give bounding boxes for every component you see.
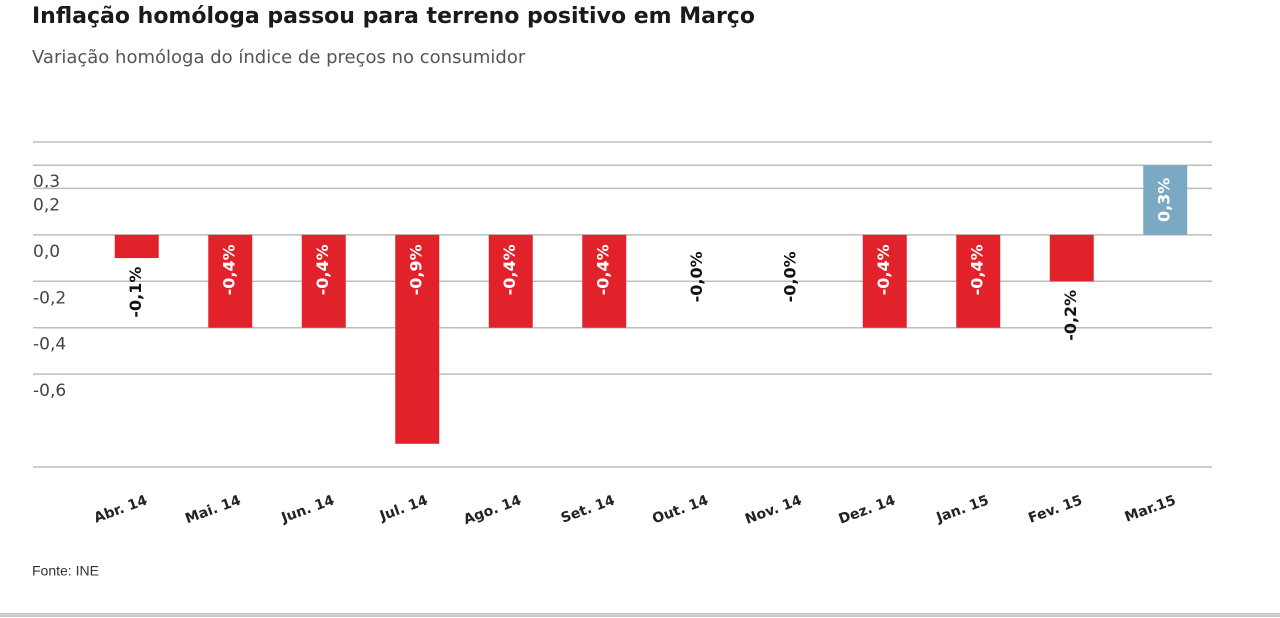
value-label: -0,4% xyxy=(313,244,332,295)
x-tick-label: Out. 14 xyxy=(650,492,710,527)
bar xyxy=(114,234,159,259)
y-tick-label: 0,3 xyxy=(33,172,60,192)
source: Fonte: INE xyxy=(32,563,99,579)
y-tick-label: -0,2 xyxy=(33,288,66,308)
value-label: -0,4% xyxy=(874,244,893,295)
x-tick-label: Set. 14 xyxy=(559,492,617,526)
value-label: -0,4% xyxy=(500,244,519,295)
value-label: -0,4% xyxy=(220,244,239,295)
x-tick-label: Fev. 15 xyxy=(1026,492,1084,526)
y-tick-label: -0,6 xyxy=(33,381,66,401)
x-tick-label: Abr. 14 xyxy=(92,492,150,526)
bar xyxy=(956,234,1001,328)
x-tick-label: Nov. 14 xyxy=(743,492,804,527)
bar xyxy=(1049,234,1094,282)
value-label: -0,1% xyxy=(126,267,145,318)
y-tick-label: 0,0 xyxy=(33,242,60,262)
x-tick-label: Dez. 14 xyxy=(837,492,898,527)
value-label: -0,4% xyxy=(968,244,987,295)
bar xyxy=(582,234,627,328)
value-label: 0,3% xyxy=(1155,178,1174,222)
bar xyxy=(301,234,346,328)
x-tick-label: Ago. 14 xyxy=(461,492,523,528)
y-tick-label: -0,4 xyxy=(33,335,66,355)
value-label: -0,0% xyxy=(687,251,706,302)
value-label: -0,2% xyxy=(1061,290,1080,341)
x-tick-label: Mar.15 xyxy=(1123,492,1178,525)
bar xyxy=(488,234,533,328)
x-tick-label: Jul. 14 xyxy=(377,492,430,524)
chart-title: Inflação homóloga passou para terreno po… xyxy=(32,4,755,29)
x-tick-label: Mai. 14 xyxy=(183,492,243,527)
bar xyxy=(395,234,440,444)
chart-subtitle: Variação homóloga do índice de preços no… xyxy=(32,47,526,68)
bar xyxy=(1143,165,1188,235)
bar xyxy=(208,234,253,328)
value-label: -0,9% xyxy=(407,244,426,295)
value-label: -0,4% xyxy=(594,244,613,295)
x-tick-label: Jan. 15 xyxy=(934,492,991,526)
bar xyxy=(862,234,907,328)
y-tick-label: 0,2 xyxy=(33,195,60,215)
x-tick-label: Jun. 14 xyxy=(279,492,337,526)
value-label: -0,0% xyxy=(781,251,800,302)
